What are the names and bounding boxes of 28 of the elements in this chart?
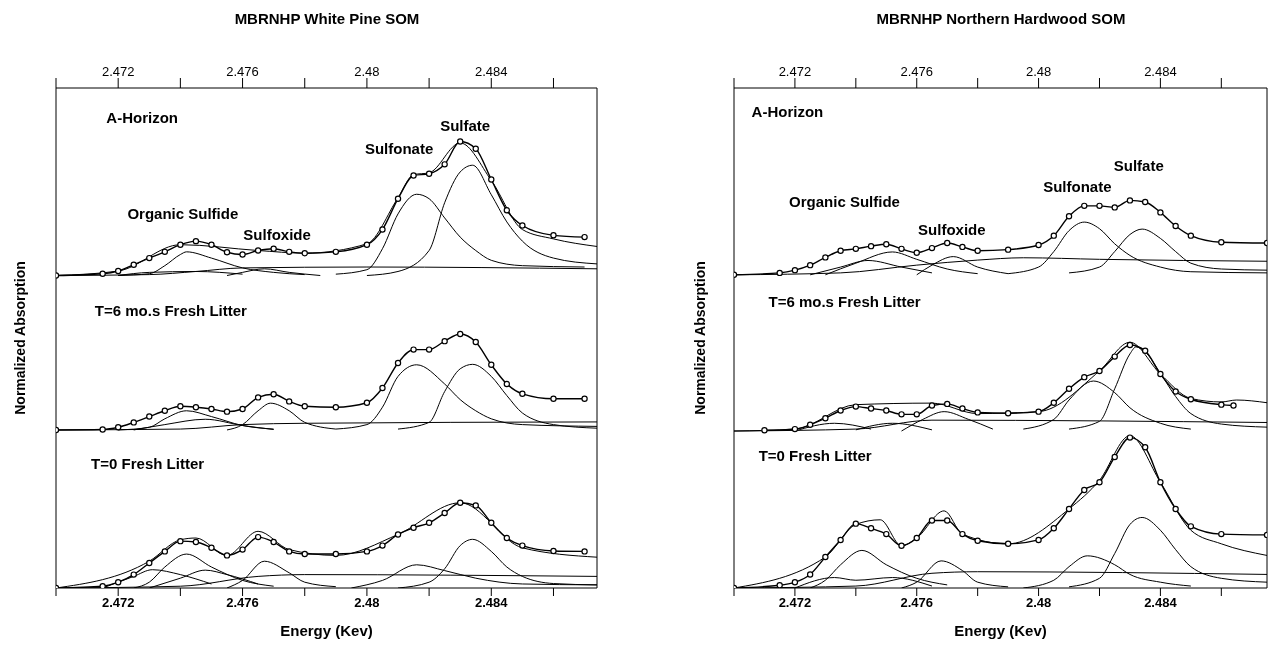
text: Sulfonate <box>1043 177 1112 194</box>
x-axis-title: Energy (Kev) <box>954 622 1047 639</box>
annotation: Sulfoxide <box>918 220 986 237</box>
text: A-Horizon <box>751 102 824 120</box>
x-tick-label: 2.48 <box>354 595 380 611</box>
annotation: T=0 Fresh Litter <box>758 446 872 463</box>
annotation: T=6 mo.s Fresh Litter <box>768 292 921 310</box>
x-tick-label: 2.472 <box>778 64 812 79</box>
chart-title: MBRNHP Northern Hardwood SOM <box>875 10 1127 27</box>
text: Sulfate <box>440 116 491 134</box>
annotation: Sulfonate <box>364 139 434 157</box>
y-axis-title: Normalized Absorption <box>692 261 708 415</box>
text: Sulfate <box>1113 156 1164 173</box>
text: A-Horizon <box>106 108 178 126</box>
x-tick-label: 2.484 <box>475 595 509 611</box>
annotation: Sulfoxide <box>243 225 311 243</box>
annotation: Organic Sulfide <box>789 192 900 209</box>
annotation: T=0 Fresh Litter <box>91 454 205 472</box>
x-tick-label: 2.484 <box>1144 64 1177 79</box>
annotation: Organic Sulfide <box>127 204 239 222</box>
x-tick-label: 2.476 <box>900 64 934 79</box>
x-axis-title: Energy (Kev) <box>280 622 373 639</box>
x-tick-label: 2.48 <box>1025 64 1052 79</box>
annotation: T=6 mo.s Fresh Litter <box>94 301 247 319</box>
x-tick-label: 2.472 <box>101 595 135 611</box>
y-axis-title: Normalized Absorption <box>12 261 28 415</box>
chart-title: MBRNHP White Pine SOM <box>233 10 421 27</box>
x-tick-label: 2.476 <box>226 595 259 611</box>
